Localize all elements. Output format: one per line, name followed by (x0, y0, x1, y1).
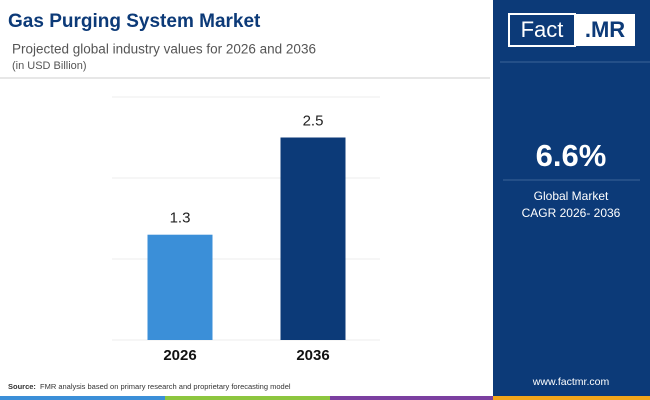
bar (280, 137, 346, 340)
stripe (330, 396, 493, 400)
cagr-value: 6.6% (536, 138, 607, 173)
unit-note: (in USD Billion) (12, 60, 87, 72)
cagr-label: CAGR 2026- 2036 (522, 206, 621, 220)
website: www.factmr.com (532, 376, 610, 388)
chart-subtitle: Projected global industry values for 202… (12, 42, 316, 57)
side-panel (493, 0, 650, 400)
source-label: Source: (8, 382, 36, 391)
value-label: 1.3 (170, 210, 191, 227)
logo-box-filled (575, 14, 635, 46)
stripe (0, 396, 165, 400)
x-tick-label: 2036 (296, 347, 329, 364)
source-text: FMR analysis based on primary research a… (40, 382, 291, 391)
bar (147, 234, 213, 340)
stripe (493, 396, 650, 400)
logo-text: .MR (585, 17, 625, 42)
logo-text: Fact (521, 17, 564, 42)
stripe (165, 396, 330, 400)
chart-title: Gas Purging System Market (8, 11, 261, 32)
value-label: 2.5 (303, 112, 324, 129)
cagr-label: Global Market (534, 189, 609, 203)
x-tick-label: 2026 (163, 347, 196, 364)
